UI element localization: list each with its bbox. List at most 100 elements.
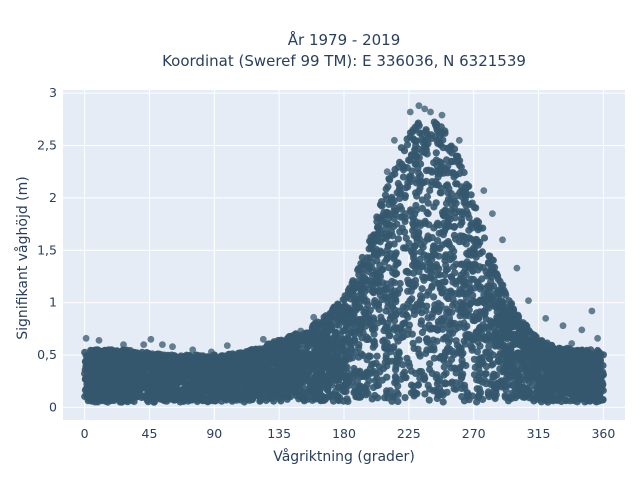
data-point — [445, 240, 453, 248]
data-point — [228, 397, 236, 405]
data-point — [487, 262, 495, 270]
data-point — [382, 351, 390, 359]
data-point — [368, 239, 376, 248]
data-point — [464, 330, 472, 339]
data-point — [448, 169, 456, 177]
data-point — [532, 354, 541, 363]
data-point — [433, 380, 441, 388]
data-point — [412, 137, 420, 145]
data-point — [326, 393, 334, 401]
data-point — [370, 337, 378, 346]
data-point — [432, 167, 441, 175]
data-point — [470, 332, 479, 341]
data-point — [275, 364, 283, 372]
data-point — [587, 378, 595, 386]
data-point — [558, 352, 566, 361]
data-point — [140, 368, 148, 376]
data-point — [314, 348, 322, 356]
data-point — [475, 376, 483, 385]
data-point — [421, 390, 429, 398]
data-point — [425, 396, 433, 404]
data-point — [415, 187, 423, 195]
data-point — [401, 368, 409, 376]
data-point — [256, 352, 264, 361]
data-point — [325, 380, 333, 388]
data-point — [447, 195, 455, 203]
data-point — [430, 249, 438, 257]
data-point — [300, 349, 308, 357]
data-point — [393, 388, 401, 396]
data-point — [418, 130, 426, 138]
data-point — [460, 168, 468, 177]
data-point — [422, 335, 431, 343]
data-point — [443, 309, 451, 317]
data-point — [584, 353, 592, 361]
data-point — [428, 234, 436, 242]
data-point — [417, 292, 425, 300]
data-point — [286, 393, 295, 401]
data-point — [370, 232, 378, 240]
data-point — [469, 249, 477, 258]
data-point — [432, 149, 440, 157]
data-point — [457, 215, 466, 223]
data-point — [458, 373, 466, 381]
data-point — [212, 357, 220, 365]
data-point — [394, 397, 402, 406]
data-point — [418, 309, 426, 317]
data-point — [355, 304, 363, 312]
data-point — [396, 279, 404, 288]
data-point — [435, 354, 444, 362]
data-point — [452, 235, 460, 243]
data-point — [506, 346, 514, 354]
data-point — [455, 348, 463, 356]
data-point — [214, 373, 222, 381]
data-point — [484, 282, 492, 290]
data-point — [451, 145, 459, 153]
data-point — [516, 390, 524, 398]
data-point — [403, 135, 411, 143]
data-point — [413, 300, 421, 308]
data-point — [474, 338, 482, 346]
data-point — [480, 376, 489, 384]
data-point — [484, 325, 492, 333]
data-point — [430, 263, 438, 271]
data-point — [418, 285, 426, 293]
data-point — [411, 242, 419, 250]
data-point — [438, 208, 447, 216]
data-point — [381, 230, 389, 238]
data-point — [391, 210, 399, 218]
data-point — [412, 179, 420, 187]
data-point — [475, 365, 483, 373]
data-point — [599, 380, 607, 388]
data-point — [304, 369, 312, 377]
data-point — [452, 379, 460, 387]
data-point — [476, 224, 484, 232]
data-point — [426, 360, 434, 368]
data-point — [390, 240, 398, 248]
data-point — [191, 388, 199, 396]
data-point — [408, 128, 416, 136]
data-point — [362, 386, 370, 394]
data-point — [468, 343, 476, 352]
data-point — [521, 372, 529, 380]
data-point — [479, 264, 487, 272]
data-point — [385, 242, 393, 250]
data-point — [369, 287, 378, 295]
data-point — [560, 386, 568, 394]
data-point — [456, 320, 464, 328]
data-point — [500, 309, 508, 317]
data-point — [411, 248, 419, 256]
data-point — [458, 393, 466, 401]
data-point — [505, 374, 513, 382]
data-point — [218, 380, 226, 388]
data-point — [102, 357, 110, 365]
data-point — [373, 352, 381, 360]
data-point — [390, 343, 398, 351]
data-point — [432, 199, 440, 207]
data-point — [509, 305, 518, 313]
data-point — [382, 225, 390, 233]
data-point — [447, 157, 455, 165]
data-point — [569, 379, 577, 387]
data-point — [456, 275, 464, 283]
data-point — [373, 213, 381, 221]
